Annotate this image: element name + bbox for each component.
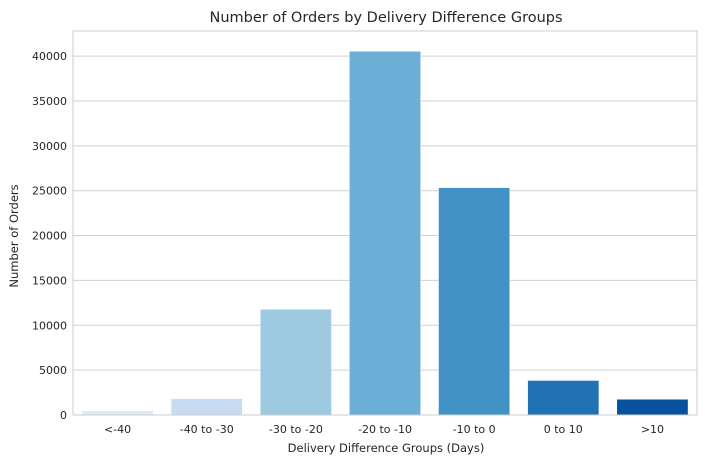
y-tick-label: 30000	[32, 140, 67, 153]
x-tick-label: -30 to -20	[269, 423, 323, 436]
y-tick-label: 25000	[32, 185, 67, 198]
y-axis-label: Number of Orders	[7, 184, 21, 287]
x-tick-label: 0 to 10	[544, 423, 583, 436]
y-tick-label: 0	[60, 409, 67, 422]
x-tick-label: -40 to -30	[180, 423, 234, 436]
bars	[81, 51, 689, 416]
x-tick-label: -10 to 0	[453, 423, 496, 436]
x-tick-label: <-40	[104, 423, 131, 436]
bar	[616, 398, 689, 416]
y-tick-label: 40000	[32, 50, 67, 63]
x-axis-label: Delivery Difference Groups (Days)	[288, 441, 485, 455]
x-axis-ticks: <-40 -40 to -30 -30 to -20 -20 to -10 -10 to…	[104, 423, 664, 436]
plot-frame	[72, 30, 698, 416]
y-tick-label: 35000	[32, 95, 67, 108]
bar	[349, 51, 421, 416]
y-tick-label: 5000	[39, 364, 67, 377]
x-tick-label: >10	[641, 423, 664, 436]
x-tick-label: -20 to -10	[358, 423, 412, 436]
y-tick-label: 15000	[32, 274, 67, 287]
bar	[170, 398, 243, 416]
bar	[81, 410, 154, 416]
bar	[527, 380, 600, 416]
y-tick-label: 10000	[32, 319, 67, 332]
y-axis-ticks: 0 5000 10000 15000 20000 25000 30000 35000 40000	[32, 50, 67, 422]
bar	[259, 309, 332, 416]
y-tick-label: 20000	[32, 230, 67, 243]
bar	[438, 187, 511, 416]
chart-title: Number of Orders by Delivery Difference …	[209, 10, 562, 26]
